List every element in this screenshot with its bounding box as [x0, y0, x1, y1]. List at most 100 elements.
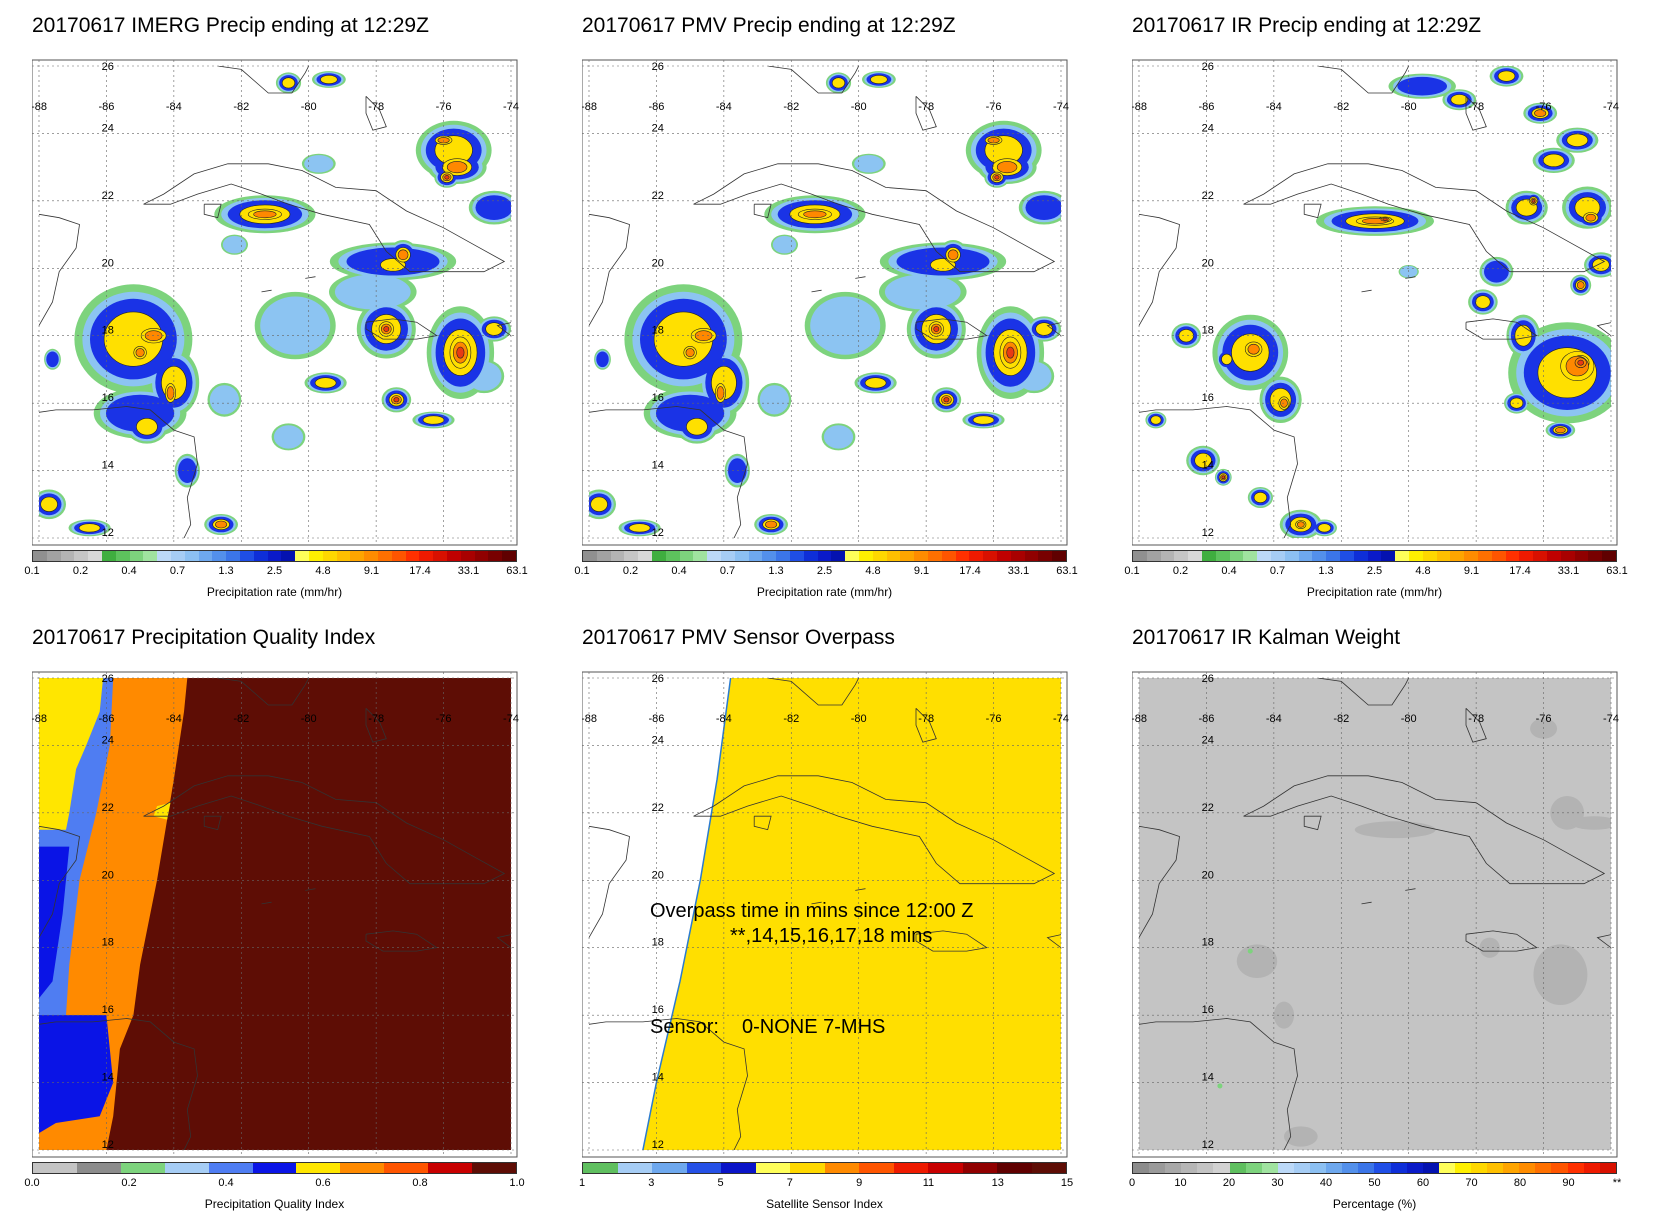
colorbar-swatch: [1390, 1163, 1407, 1173]
colorbar-tick-label: 1.0: [509, 1177, 525, 1189]
colorbar-tick-label: 80: [1513, 1177, 1527, 1189]
lon-tick-label: -76: [436, 713, 452, 725]
lon-tick-label: -80: [851, 101, 867, 113]
lon-tick-label: -86: [648, 101, 664, 113]
colorbar-tick-label: 0.2: [622, 565, 639, 577]
panel-title: 20170617 IR Kalman Weight: [1132, 626, 1401, 649]
colorbar-swatch: [1406, 1163, 1423, 1173]
lat-tick-label: 14: [1202, 1072, 1214, 1084]
colorbar-title: Precipitation rate (mm/hr): [756, 585, 893, 599]
colorbar-tick-label: 60: [1416, 1177, 1430, 1189]
colorbar-title: Precipitation rate (mm/hr): [206, 585, 343, 599]
colorbar-swatch: [1149, 1163, 1166, 1173]
lon-tick-label: -78: [1468, 713, 1484, 725]
colorbar-swatch: [1422, 1163, 1439, 1173]
colorbar-swatch: [170, 551, 185, 561]
colorbar-swatch: [927, 551, 942, 561]
colorbar-tick-label: 9.1: [1463, 565, 1480, 577]
colorbar-swatch: [1551, 1163, 1568, 1173]
colorbar-tick-label: 5: [717, 1177, 724, 1189]
colorbar-tick-label: 40: [1319, 1177, 1333, 1189]
panel-precip-quality-index: 20170617 Precipitation Quality Index -88-…: [24, 626, 572, 1226]
colorbar-tick-label: 3: [648, 1177, 655, 1189]
colorbar-tick-label: 0.2: [121, 1177, 137, 1189]
colorbar-swatch: [1588, 551, 1603, 561]
colorbar-swatch: [969, 551, 984, 561]
lat-tick-label: 20: [102, 869, 114, 881]
colorbar-swatch: [1326, 551, 1340, 561]
lat-tick-label: 14: [652, 1072, 664, 1084]
lat-tick-label: 26: [102, 61, 114, 73]
lat-tick-label: 26: [1202, 673, 1214, 685]
lon-tick-label: -84: [1266, 713, 1282, 725]
colorbar-swatch: [1470, 1163, 1488, 1173]
lat-tick-label: 24: [1202, 122, 1214, 134]
colorbar-swatch: [610, 551, 625, 561]
colorbar-swatch: [652, 1163, 687, 1173]
map-canvas: -88 -86 -84 -82 -80 -78 -76 -74 26 24 22 20 18 16 14 12: [32, 671, 519, 1158]
colorbar-swatch: [1165, 1163, 1182, 1173]
colorbar-tick-label: 0.4: [671, 565, 687, 577]
colorbar: [582, 550, 1067, 562]
colorbar-swatch: [1038, 551, 1053, 561]
lon-tick-label: -88: [32, 101, 47, 113]
lon-tick-label: -74: [1053, 101, 1069, 113]
lat-tick-label: 12: [652, 1139, 664, 1151]
colorbar-tick-label: 70: [1465, 1177, 1478, 1189]
lat-tick-label: 20: [1202, 869, 1214, 881]
lat-tick-label: 26: [652, 673, 664, 685]
colorbar-swatch: [239, 551, 254, 561]
lat-tick-label: 12: [102, 1139, 114, 1151]
colorbar-tick-label: 0.1: [574, 565, 590, 577]
colorbar-swatch: [983, 551, 997, 561]
lat-tick-label: 16: [1202, 1004, 1214, 1016]
lat-tick-label: 14: [102, 1072, 114, 1084]
overpass-annotation-line2: **,14,15,16,17,18 mins: [730, 925, 933, 947]
colorbar-swatch: [33, 551, 47, 561]
lon-tick-label: -86: [98, 101, 114, 113]
colorbar-tick-label: 0.0: [24, 1177, 40, 1189]
lon-tick-label: -82: [1333, 713, 1349, 725]
lon-tick-label: -84: [1266, 101, 1282, 113]
colorbar-swatch: [164, 1163, 209, 1173]
colorbar-swatch: [115, 551, 130, 561]
colorbar-swatch: [474, 551, 489, 561]
colorbar-swatch: [336, 551, 351, 561]
colorbar-swatch: [419, 551, 434, 561]
colorbar-swatch: [1010, 551, 1025, 561]
colorbar-swatch: [824, 1163, 859, 1173]
colorbar-swatch: [624, 551, 639, 561]
colorbar-swatch: [1560, 551, 1575, 561]
lat-tick-label: 22: [102, 802, 114, 814]
lon-tick-label: -88: [1132, 713, 1147, 725]
colorbar: [1132, 550, 1617, 562]
lon-tick-label: -78: [918, 101, 934, 113]
map-canvas: -88 -86 -84 -82 -80 -78 -76 -74 26 24 22 20 18 16 14 12: [1132, 59, 1619, 546]
colorbar-swatch: [143, 551, 158, 561]
panel-imerg-precip: 20170617 IMERG Precip ending at 12:29Z -8…: [24, 14, 572, 614]
lat-tick-label: 24: [1202, 734, 1214, 746]
colorbar-swatch: [502, 551, 516, 561]
lon-tick-label: -88: [1132, 101, 1147, 113]
colorbar-swatch: [693, 551, 708, 561]
colorbar-tick-label: **: [1612, 1177, 1622, 1189]
colorbar-swatch: [1310, 1163, 1327, 1173]
colorbar-swatch: [226, 551, 240, 561]
lat-tick-label: 14: [1202, 460, 1214, 472]
lon-tick-label: -80: [301, 101, 317, 113]
colorbar-swatch: [405, 551, 420, 561]
panel-pmv-sensor-overpass: 20170617 PMV Sensor Overpass -88 -86 -84 -82…: [579, 626, 1122, 1226]
colorbar-swatch: [1546, 551, 1561, 561]
colorbar-tick-label: 17.4: [1509, 565, 1531, 577]
lat-tick-label: 16: [102, 392, 114, 404]
colorbar-swatch: [1197, 1163, 1214, 1173]
colorbar-swatch: [1519, 1163, 1536, 1173]
colorbar-swatch: [686, 1163, 721, 1173]
colorbar-swatch: [962, 1163, 997, 1173]
colorbar-tick-label: 0.7: [169, 565, 186, 577]
colorbar-swatch: [617, 1163, 652, 1173]
colorbar-swatch: [1535, 1163, 1552, 1173]
colorbar-tick-label: 17.4: [959, 565, 981, 577]
colorbar-tick-label: 1.3: [218, 565, 234, 577]
map-canvas: -88 -86 -84 -82 -80 -78 -76 -74 26 24 22 20 18 16 14 12: [32, 59, 519, 546]
